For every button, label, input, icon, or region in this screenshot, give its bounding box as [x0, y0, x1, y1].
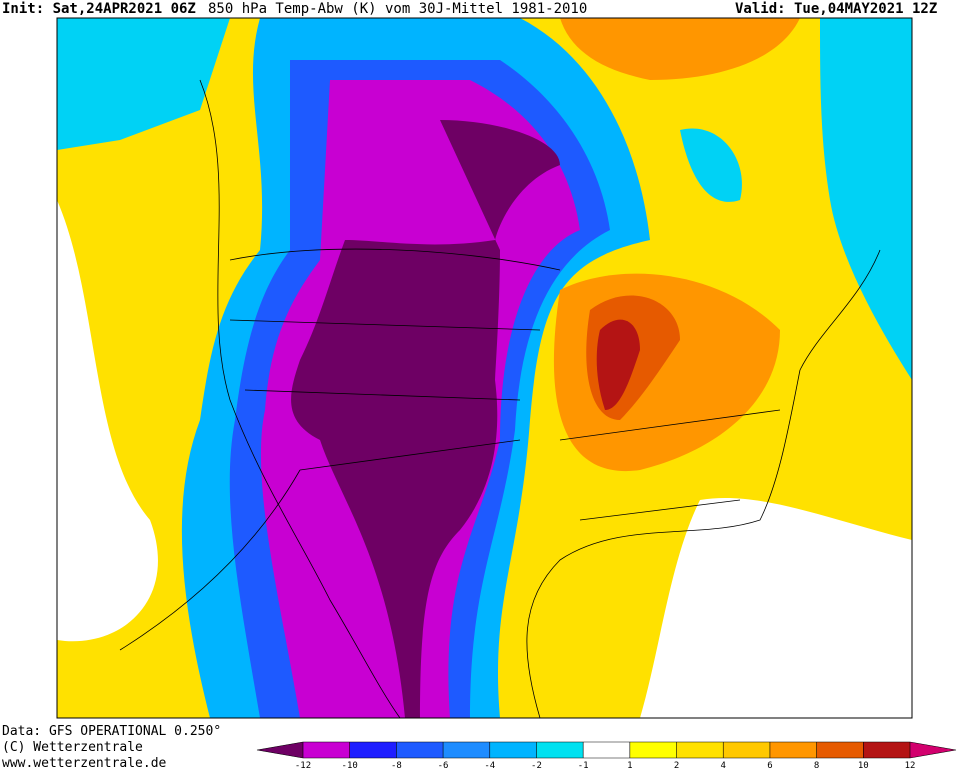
valid-label: Valid: Tue,04MAY2021 12Z — [735, 1, 937, 17]
colorbar-label: 4 — [721, 761, 726, 770]
colorbar-bin — [303, 742, 350, 758]
init-label: Init: Sat,24APR2021 06Z — [2, 1, 196, 17]
anomaly-area — [291, 120, 560, 718]
colorbar-bin — [629, 742, 677, 758]
colorbar-bin — [863, 742, 910, 758]
anomaly-area — [57, 18, 230, 150]
anomaly-area — [57, 200, 158, 642]
colorbar-bin — [723, 742, 770, 758]
colorbar-end — [257, 742, 303, 758]
colorbar-label: 6 — [767, 761, 772, 770]
anomaly-area — [820, 18, 912, 380]
colorbar-label: 8 — [814, 761, 819, 770]
coastline — [199, 79, 881, 718]
data-source: Data: GFS OPERATIONAL 0.250° — [2, 724, 221, 739]
colorbar-label: -12 — [295, 761, 311, 770]
colorbar-bin — [349, 742, 397, 758]
colorbar-label: -2 — [531, 761, 542, 770]
colorbar-label: 10 — [858, 761, 869, 770]
colorbar-end — [910, 742, 956, 758]
footer: Data: GFS OPERATIONAL 0.250° (C) Wetterz… — [2, 724, 221, 771]
colorbar-bin — [769, 742, 817, 758]
colorbar-label: 1 — [627, 761, 632, 770]
colorbar-label: -4 — [484, 761, 495, 770]
colorbar-outline — [256, 741, 957, 759]
colorbar-label: -10 — [342, 761, 358, 770]
colorbar-label: -1 — [578, 761, 589, 770]
colorbar-bin — [536, 742, 584, 758]
colorbar-bin — [816, 742, 864, 758]
colorbar-bin — [443, 742, 490, 758]
colorbar-label: -6 — [438, 761, 449, 770]
colorbar-label: -8 — [391, 761, 402, 770]
state-borders — [119, 248, 781, 651]
colorbar-bin — [583, 742, 630, 758]
colorbar-label: 2 — [674, 761, 679, 770]
anomaly-area — [640, 498, 912, 718]
anomaly-area — [680, 128, 742, 202]
website: www.wetterzentrale.de — [2, 756, 167, 770]
map-title: 850 hPa Temp-Abw (K) vom 30J-Mittel 1981… — [208, 1, 587, 17]
colorbar-label: 12 — [905, 761, 916, 770]
map — [56, 17, 913, 719]
copyright: (C) Wetterzentrale — [2, 740, 143, 755]
colorbar-bin — [489, 742, 537, 758]
anomaly-area — [560, 18, 800, 80]
anomaly-area — [596, 319, 640, 410]
colorbar: -12 -10 -8 -6 -4 -2 -1 1 2 4 6 8 10 12 — [256, 741, 957, 771]
colorbar-bin — [676, 742, 724, 758]
map-frame — [56, 17, 913, 719]
colorbar-bin — [396, 742, 444, 758]
